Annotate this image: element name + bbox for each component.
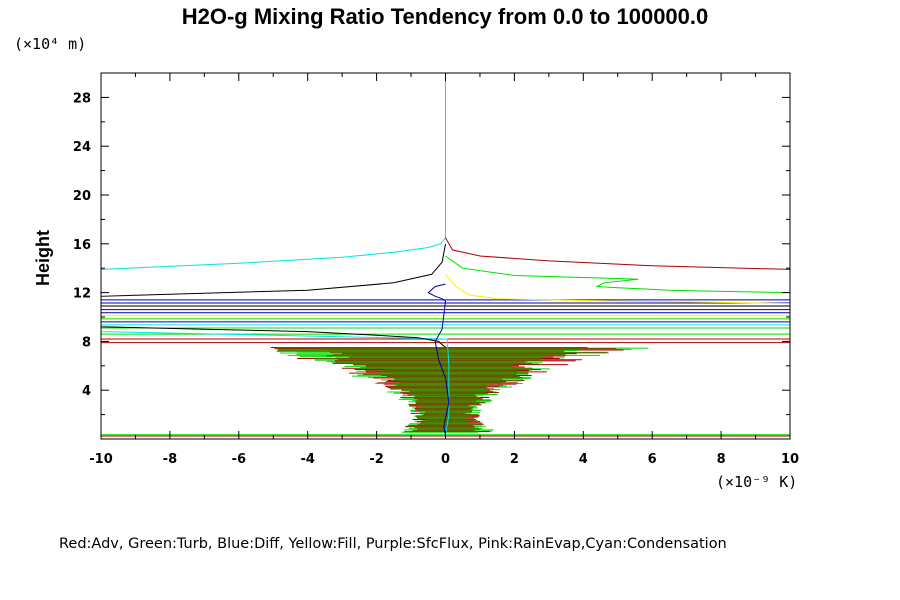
y-tick-label: 24 bbox=[73, 140, 91, 155]
chart-title: H2O-g Mixing Ratio Tendency from 0.0 to … bbox=[182, 4, 709, 29]
x-tick-label: -2 bbox=[369, 452, 383, 467]
x-tick-label: 2 bbox=[510, 452, 519, 467]
axis-ticks bbox=[100, 73, 791, 439]
x-tick-label: -4 bbox=[300, 452, 314, 467]
x-tick-label: 6 bbox=[648, 452, 657, 467]
y-tick-labels: 4 8 12 16 20 24 28 bbox=[73, 91, 91, 399]
x-tick-labels: -10 -8 -6 -4 -2 0 2 4 6 8 10 bbox=[89, 452, 799, 467]
series-line bbox=[427, 283, 450, 436]
y-tick-label: 12 bbox=[73, 287, 91, 302]
x-tick-label: 0 bbox=[441, 452, 450, 467]
x-tick-label: -8 bbox=[163, 452, 177, 467]
series-line bbox=[445, 255, 791, 294]
series-line bbox=[445, 273, 791, 305]
x-tick-label: 10 bbox=[781, 452, 799, 467]
y-tick-label: 16 bbox=[73, 238, 91, 253]
y-tick-label: 28 bbox=[73, 91, 91, 106]
y-axis-label: Height bbox=[33, 230, 53, 286]
y-scale-label: (×10⁴ m) bbox=[14, 35, 86, 53]
x-scale-label: (×10⁻⁹ K) bbox=[716, 473, 797, 491]
series-line bbox=[445, 237, 791, 270]
series-line bbox=[100, 73, 450, 436]
x-tick-label: 4 bbox=[579, 452, 588, 467]
x-tick-label: -6 bbox=[232, 452, 246, 467]
series-line bbox=[100, 243, 446, 348]
y-tick-label: 4 bbox=[82, 384, 91, 399]
x-tick-label: 8 bbox=[717, 452, 726, 467]
x-tick-label: -10 bbox=[89, 452, 113, 467]
legend-text: Red:Adv, Green:Turb, Blue:Diff, Yellow:F… bbox=[59, 536, 727, 552]
plot-area bbox=[100, 73, 791, 437]
y-tick-label: 8 bbox=[82, 335, 91, 350]
y-tick-label: 20 bbox=[73, 189, 91, 204]
